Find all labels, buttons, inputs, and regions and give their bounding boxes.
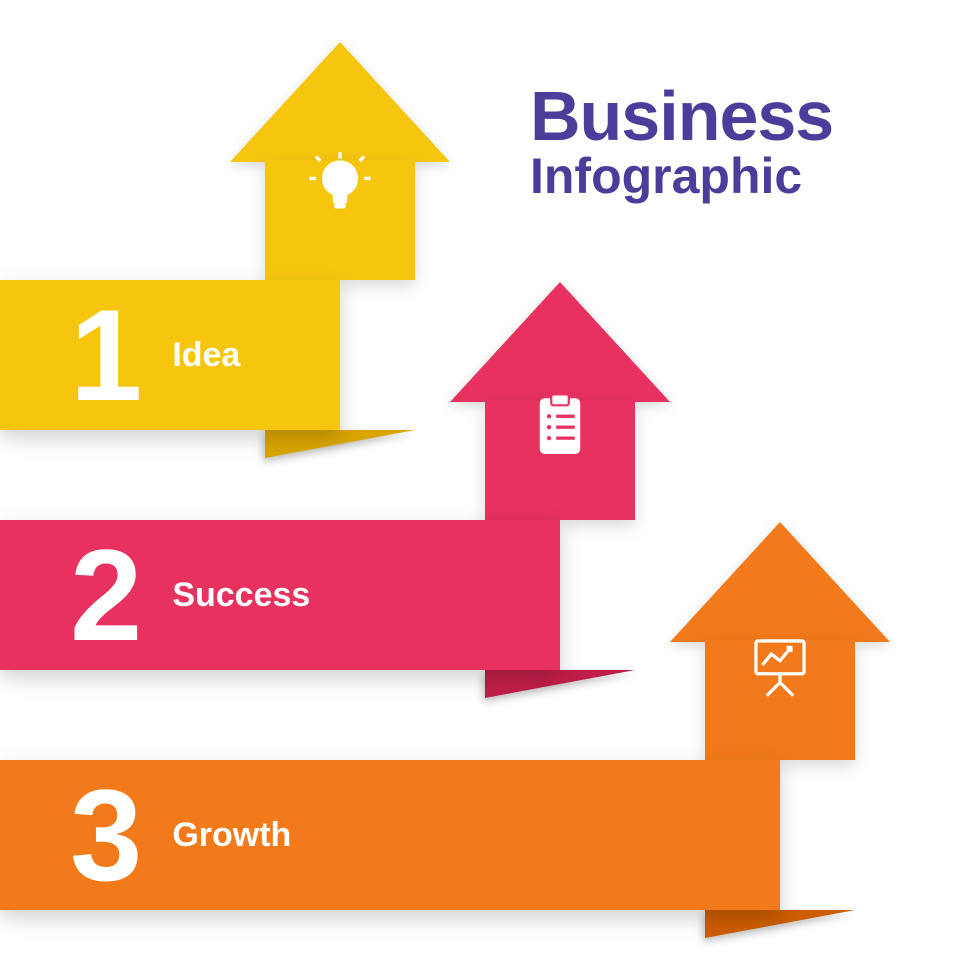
step-number-2: 2: [70, 530, 142, 660]
infographic-canvas: Business Infographic 1 Idea: [0, 0, 980, 980]
step-bar-3: 3 Growth: [0, 760, 780, 910]
arrow-fold-2: [485, 670, 635, 698]
arrow-fold-3: [705, 910, 855, 938]
arrow-fold-1: [265, 430, 415, 458]
clipboard-icon: [485, 380, 635, 470]
infographic-title: Business Infographic: [530, 80, 833, 202]
title-line2: Infographic: [530, 150, 833, 203]
step-label-3: Growth: [172, 816, 291, 855]
step-number-3: 3: [70, 770, 142, 900]
step-bar-2: 2 Success: [0, 520, 560, 670]
presentation-icon: [705, 620, 855, 710]
lightbulb-icon: [265, 140, 415, 230]
step-label-2: Success: [172, 576, 310, 615]
step-label-1: Idea: [172, 336, 240, 375]
step-number-1: 1: [70, 290, 142, 420]
title-line1: Business: [530, 80, 833, 154]
step-bar-1: 1 Idea: [0, 280, 340, 430]
